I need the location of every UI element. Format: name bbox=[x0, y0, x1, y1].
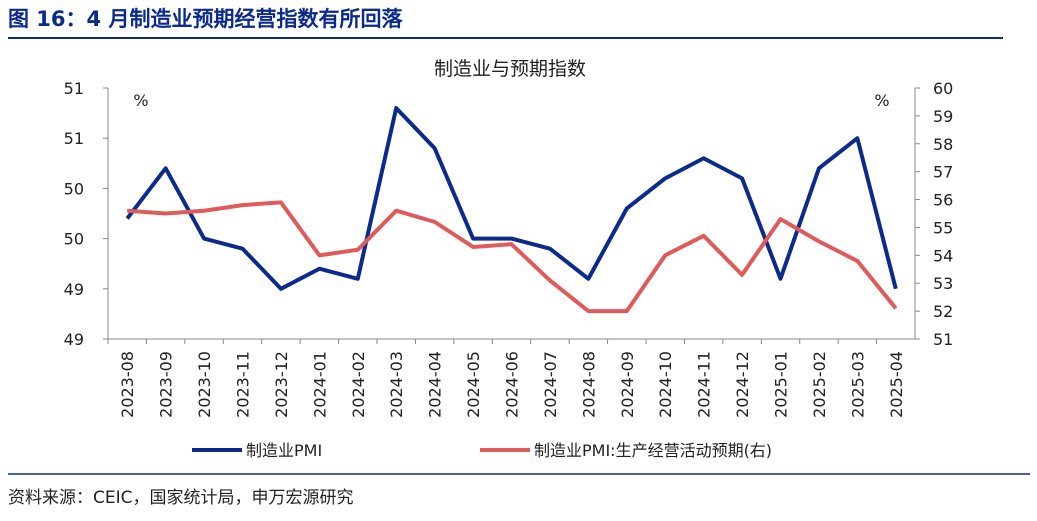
y2-tick-label: 58 bbox=[933, 135, 953, 154]
x-tick-label: 2025-01 bbox=[772, 351, 791, 418]
y-tick-label: 49 bbox=[64, 280, 84, 299]
x-tick-label: 2024-08 bbox=[579, 351, 598, 418]
x-tick-label: 2024-11 bbox=[695, 351, 714, 418]
y2-tick-label: 56 bbox=[933, 191, 953, 210]
y2-tick-label: 54 bbox=[933, 246, 953, 265]
y-tick-label: 50 bbox=[64, 230, 84, 249]
series-line bbox=[125, 106, 898, 291]
x-tick-label: 2024-12 bbox=[733, 351, 752, 418]
legend-label: 制造业PMI bbox=[246, 441, 322, 460]
x-tick-label: 2025-03 bbox=[848, 351, 867, 418]
figure-title: 图 16：4 月制造业预期经营指数有所回落 bbox=[8, 7, 403, 31]
legend-label: 制造业PMI:生产经营活动预期(右) bbox=[534, 441, 772, 460]
x-tick-label: 2024-05 bbox=[464, 351, 483, 418]
x-tick-label: 2024-04 bbox=[426, 351, 445, 418]
x-tick-label: 2024-09 bbox=[618, 351, 637, 418]
y2-tick-label: 52 bbox=[933, 302, 953, 321]
x-tick-label: 2025-02 bbox=[810, 351, 829, 418]
x-tick-label: 2024-03 bbox=[387, 351, 406, 418]
x-tick-label: 2024-01 bbox=[310, 351, 329, 418]
y2-unit: % bbox=[874, 91, 889, 110]
y2-tick-label: 59 bbox=[933, 107, 953, 126]
y2-tick-label: 53 bbox=[933, 274, 953, 293]
y-unit: % bbox=[133, 91, 148, 110]
source: 资料来源：CEIC，国家统计局，申万宏源研究 bbox=[8, 488, 354, 508]
y2-tick-label: 51 bbox=[933, 330, 953, 349]
y2-tick-label: 57 bbox=[933, 163, 953, 182]
y-tick-label: 49 bbox=[64, 330, 84, 349]
y2-tick-label: 55 bbox=[933, 218, 953, 237]
y-tick-label: 51 bbox=[64, 129, 84, 148]
y-tick-label: 51 bbox=[64, 79, 84, 98]
x-tick-label: 2024-02 bbox=[349, 351, 368, 418]
y2-tick-label: 60 bbox=[933, 79, 953, 98]
x-tick-label: 2025-04 bbox=[887, 351, 906, 418]
x-tick-label: 2023-09 bbox=[157, 351, 176, 418]
x-tick-label: 2023-10 bbox=[195, 351, 214, 418]
x-tick-label: 2023-08 bbox=[118, 351, 137, 418]
y-tick-label: 50 bbox=[64, 179, 84, 198]
x-tick-label: 2024-07 bbox=[541, 351, 560, 418]
x-tick-label: 2024-10 bbox=[656, 351, 675, 418]
x-tick-label: 2024-06 bbox=[503, 351, 522, 418]
series-line bbox=[127, 200, 898, 314]
x-tick-label: 2023-11 bbox=[234, 351, 253, 418]
x-tick-label: 2023-12 bbox=[272, 351, 291, 418]
chart-title: 制造业与预期指数 bbox=[434, 58, 586, 80]
